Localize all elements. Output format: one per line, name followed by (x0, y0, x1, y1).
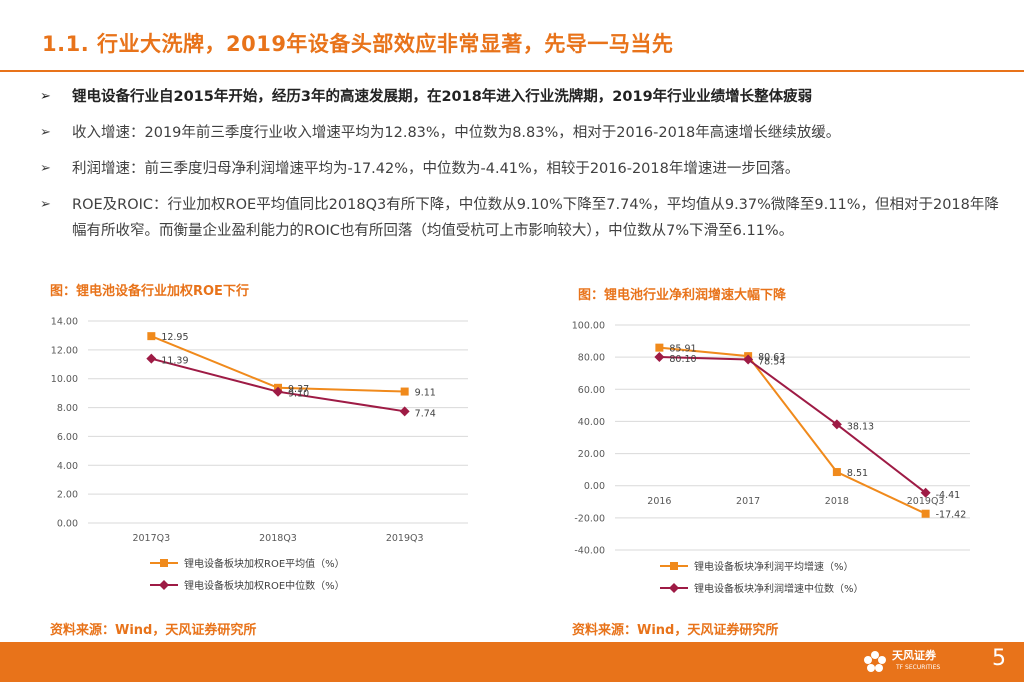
arrow-bullet-icon: ➢ (40, 125, 51, 140)
data-label: 7.74 (415, 408, 436, 419)
data-label: 11.39 (161, 356, 188, 367)
data-point (655, 343, 664, 352)
legend-marker (160, 559, 168, 567)
y-tick-label: 0.00 (57, 519, 78, 530)
profit-growth-line-chart: 100.00 80.00 60.00 40.00 20.00 0.00 -20.00 -40.… (572, 321, 970, 595)
page-title: 1.1. 行业大洗牌，2019年设备头部效应非常显著，先导一马当先 (42, 32, 674, 56)
y-tick-label: 2.00 (57, 490, 78, 501)
legend-label: 锂电设备板块加权ROE中位数（%） (184, 579, 345, 592)
series-line (659, 355, 927, 494)
legend-marker (670, 562, 678, 570)
x-tick-label: 2018 (825, 496, 849, 507)
legend-marker (669, 583, 679, 593)
data-label: 9.10 (288, 389, 309, 400)
x-tick-label: 2017 (736, 496, 760, 507)
y-tick-label: 80.00 (578, 353, 605, 364)
bullet-item: ➢ 收入增速：2019年前三季度行业收入增速平均为12.83%，中位数为8.83… (40, 120, 1000, 146)
data-label: 9.11 (415, 388, 436, 399)
data-label: 80.63 (758, 352, 785, 363)
y-tick-label: 12.00 (51, 345, 78, 356)
x-tick-label: 2016 (647, 496, 671, 507)
x-tick-label: 2017Q3 (132, 533, 170, 544)
data-label: -17.42 (936, 510, 967, 521)
legend-label: 锂电设备板块加权ROE平均值（%） (184, 557, 345, 570)
logo-subtitle: TF SECURITIES (896, 664, 941, 671)
x-tick-label: 2019Q3 (386, 533, 424, 544)
bullet-text: 收入增速：2019年前三季度行业收入增速平均为12.83%，中位数为8.83%，… (72, 125, 841, 141)
company-logo: 天风证券 TF SECURITIES (862, 646, 952, 678)
footer-bar (0, 642, 1024, 682)
data-label: 80.10 (669, 354, 696, 365)
data-point (147, 332, 156, 341)
data-label: -4.41 (936, 490, 961, 501)
bullet-list: ➢ 锂电设备行业自2015年开始，经历3年的高速发展期，在2018年进入行业洗牌… (40, 84, 1000, 244)
roe-line-chart: 14.00 12.00 10.00 8.00 6.00 4.00 2.00 0.00 2017Q… (51, 317, 468, 592)
data-point (146, 353, 157, 364)
y-tick-label: 60.00 (578, 385, 605, 396)
y-tick-label: 0.00 (584, 481, 605, 492)
y-tick-label: 10.00 (51, 374, 78, 385)
y-tick-label: 6.00 (57, 432, 78, 443)
logo-name: 天风证券 (892, 649, 936, 662)
arrow-bullet-icon: ➢ (40, 197, 51, 212)
legend-label: 锂电设备板块净利润平均增速（%） (694, 560, 854, 573)
arrow-bullet-icon: ➢ (40, 161, 51, 176)
data-point (273, 386, 283, 397)
left-source-note: 资料来源：Wind，天风证券研究所 (50, 623, 257, 638)
right-source-note: 资料来源：Wind，天风证券研究所 (572, 623, 779, 638)
page-number: 5 (992, 646, 1006, 671)
y-tick-label: 20.00 (578, 449, 605, 460)
data-point (831, 419, 842, 430)
legend-label: 锂电设备板块净利润增速中位数（%） (694, 582, 864, 595)
data-label: 78.54 (758, 356, 785, 367)
y-tick-label: 8.00 (57, 403, 78, 414)
left-chart-caption: 图：锂电池设备行业加权ROE下行 (50, 284, 249, 299)
data-point (920, 487, 931, 498)
data-point (832, 468, 841, 477)
series-line (150, 335, 405, 393)
flower-logo-icon (864, 651, 886, 672)
y-tick-label: 4.00 (57, 461, 78, 472)
data-point (743, 354, 754, 365)
title-divider (0, 70, 1024, 72)
data-point (921, 509, 930, 518)
data-label: 85.91 (669, 344, 696, 355)
data-label: 12.95 (161, 332, 188, 343)
legend-marker (159, 580, 169, 590)
bullet-text: 锂电设备行业自2015年开始，经历3年的高速发展期，在2018年进入行业洗牌期，… (72, 89, 813, 105)
y-tick-label: -20.00 (574, 513, 605, 524)
x-tick-label: 2018Q3 (259, 533, 297, 544)
bullet-item: ➢ ROE及ROIC：行业加权ROE平均值同比2018Q3有所下降，中位数从9.… (40, 192, 1000, 244)
y-tick-label: -40.00 (574, 546, 605, 557)
data-point (654, 351, 665, 362)
y-tick-label: 40.00 (578, 417, 605, 428)
bullet-text: 利润增速：前三季度归母净利润增速平均为-17.42%，中位数为-4.41%，相较… (72, 161, 800, 177)
x-tick-label: 2019Q3 (907, 496, 945, 507)
series-line (659, 346, 927, 515)
data-point (399, 406, 410, 417)
data-point (400, 387, 409, 396)
right-chart-caption: 图：锂电池行业净利润增速大幅下降 (578, 288, 787, 303)
data-label: 9.37 (288, 384, 309, 395)
data-label: 38.13 (847, 421, 874, 432)
bullet-text: ROE及ROIC：行业加权ROE平均值同比2018Q3有所下降，中位数从9.10… (72, 197, 999, 239)
y-tick-label: 14.00 (51, 317, 78, 328)
y-tick-label: 100.00 (572, 321, 605, 332)
bullet-item: ➢ 利润增速：前三季度归母净利润增速平均为-17.42%，中位数为-4.41%，… (40, 156, 1000, 182)
data-label: 8.51 (847, 468, 868, 479)
arrow-bullet-icon: ➢ (40, 89, 51, 104)
bullet-item: ➢ 锂电设备行业自2015年开始，经历3年的高速发展期，在2018年进入行业洗牌… (40, 84, 1000, 110)
